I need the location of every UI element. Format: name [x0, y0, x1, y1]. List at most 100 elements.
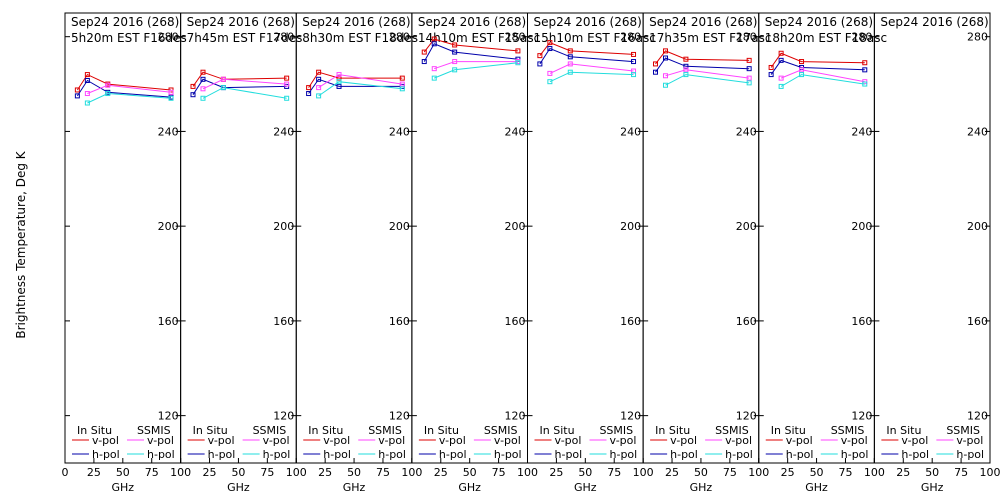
data-point-ssmis_h — [220, 85, 226, 91]
x-tick-label: 25 — [434, 466, 448, 479]
legend-label-ssmis_h: h-pol — [610, 448, 638, 461]
data-point-insitu_v — [683, 56, 689, 62]
data-point-ssmis_h — [452, 67, 458, 73]
legend-insitu-header: In Situ — [886, 424, 921, 437]
x-tick-label: 50 — [694, 466, 708, 479]
y-tick-label: 200 — [736, 220, 757, 233]
series-line-insitu_v — [308, 71, 403, 88]
panel-subtitle: 7h45m EST F17des — [187, 31, 303, 45]
series-line-insitu_h — [76, 79, 172, 98]
x-tick-label: 50 — [231, 466, 245, 479]
data-point-insitu_v — [190, 83, 196, 89]
series-line-insitu_v — [76, 73, 172, 91]
panel-subtitle: 14h10m EST F15asc — [418, 31, 540, 45]
data-point-ssmis_h — [336, 79, 342, 85]
y-tick-label: 160 — [158, 315, 179, 328]
y-tick-label: 280 — [620, 31, 641, 44]
x-tick-label: 50 — [810, 466, 824, 479]
panel-frame — [527, 12, 644, 464]
x-tick-label: 50 — [116, 466, 130, 479]
legend-label-ssmis_h: h-pol — [956, 448, 984, 461]
panel-8: Sep24 2016 (268) 120 160 200 240 280 25 50 75 100… — [873, 12, 1000, 494]
x-axis-label: GHz — [112, 481, 135, 494]
data-point-ssmis_v — [746, 75, 752, 81]
data-point-ssmis_h — [799, 72, 805, 78]
legend-label-insitu_h: h-pol — [901, 448, 929, 461]
x-tick-label: 100 — [633, 466, 654, 479]
x-tick-label: 100 — [401, 466, 422, 479]
data-point-ssmis_h — [105, 91, 111, 97]
legend-label-insitu_h: h-pol — [323, 448, 351, 461]
series-line-ssmis_h — [665, 74, 750, 86]
data-point-ssmis_v — [168, 89, 174, 95]
legend-label-ssmis_v: v-pol — [494, 434, 521, 447]
legend-label-insitu_v: v-pol — [208, 434, 235, 447]
x-axis-label: GHz — [227, 481, 250, 494]
data-point-insitu_h — [862, 67, 868, 73]
data-point-insitu_v — [306, 85, 312, 91]
y-tick-label: 280 — [158, 31, 179, 44]
x-tick-label: 100 — [170, 466, 191, 479]
y-tick-label: 280 — [851, 31, 872, 44]
y-tick-label: 160 — [736, 315, 757, 328]
data-point-insitu_h — [662, 55, 668, 61]
series-line-insitu_v — [423, 38, 518, 53]
legend-label-ssmis_h: h-pol — [725, 448, 753, 461]
x-tick-label: 25 — [87, 466, 101, 479]
data-point-ssmis_v — [84, 91, 90, 97]
x-tick-label: 75 — [954, 466, 968, 479]
panel-title: Sep24 2016 (268) — [71, 15, 179, 29]
data-point-insitu_h — [84, 78, 90, 83]
legend-ssmis-header: SSMIS — [599, 424, 633, 437]
data-point-insitu_v — [316, 69, 322, 75]
data-point-insitu_h — [421, 59, 427, 65]
x-tick-label: 25 — [896, 466, 910, 479]
data-point-insitu_h — [74, 93, 80, 99]
x-tick-label: 50 — [925, 466, 939, 479]
data-point-ssmis_v — [336, 72, 342, 78]
y-tick-label: 120 — [736, 410, 757, 423]
series-line-ssmis_h — [434, 62, 518, 79]
data-point-ssmis_v — [431, 66, 437, 72]
data-point-ssmis_v — [284, 81, 290, 87]
y-tick-label: 120 — [505, 410, 526, 423]
legend-label-insitu_v: v-pol — [92, 434, 119, 447]
y-tick-label: 160 — [620, 315, 641, 328]
data-point-insitu_h — [306, 91, 312, 97]
y-tick-label: 240 — [736, 125, 757, 138]
panel-frame — [411, 12, 528, 464]
x-tick-label: 100 — [864, 466, 885, 479]
panel-title: Sep24 2016 (268) — [765, 15, 873, 29]
y-tick-label: 240 — [851, 125, 872, 138]
panel-subtitle: 5h20m EST F16des — [71, 31, 187, 45]
data-point-ssmis_h — [862, 81, 868, 87]
panel-subtitle: 18h20m EST F18asc — [765, 31, 887, 45]
data-point-ssmis_h — [746, 80, 752, 86]
panel-5: Sep24 2016 (268) 15h10m EST F16asc 120 160 2… — [527, 12, 656, 494]
legend-label-insitu_v: v-pol — [901, 434, 928, 447]
data-point-ssmis_v — [799, 67, 805, 73]
series-line-ssmis_v — [318, 74, 403, 89]
y-tick-label: 240 — [273, 125, 294, 138]
data-point-insitu_v — [862, 60, 868, 66]
panel-7: Sep24 2016 (268) 18h20m EST F18asc 120 160 2… — [758, 12, 887, 494]
data-point-insitu_h — [778, 57, 784, 63]
x-tick-label: 75 — [260, 466, 274, 479]
y-tick-label: 200 — [505, 220, 526, 233]
data-point-ssmis_h — [567, 69, 573, 75]
series-line-insitu_h — [423, 43, 518, 62]
data-point-ssmis_h — [662, 82, 668, 88]
y-tick-label: 240 — [158, 125, 179, 138]
data-point-insitu_h — [431, 41, 437, 47]
x-tick-label: 0 — [62, 466, 69, 479]
x-tick-label: 75 — [376, 466, 390, 479]
series-line-insitu_v — [539, 41, 634, 56]
legend-ssmis-header: SSMIS — [253, 424, 287, 437]
y-tick-label: 240 — [967, 125, 988, 138]
data-point-ssmis_h — [547, 79, 553, 85]
y-tick-label: 120 — [851, 410, 872, 423]
x-tick-label: 75 — [145, 466, 159, 479]
y-tick-label: 280 — [736, 31, 757, 44]
